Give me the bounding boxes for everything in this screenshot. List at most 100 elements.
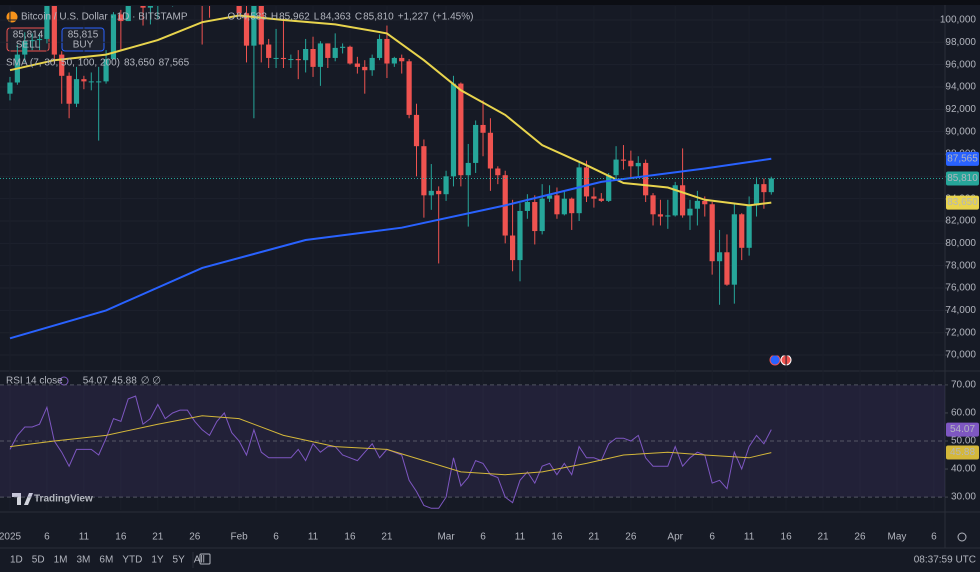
y-tick-label: 72,000 xyxy=(945,327,976,338)
range-button[interactable]: 1M xyxy=(54,555,68,566)
candle-body xyxy=(325,43,331,58)
candle-body xyxy=(465,162,471,176)
candle-body xyxy=(450,83,457,177)
rsi-label: RSI 14 close xyxy=(6,376,63,387)
range-button[interactable]: 6M xyxy=(99,555,113,566)
settings-icon[interactable] xyxy=(957,532,967,542)
candle-body xyxy=(546,195,553,199)
candle-body xyxy=(51,6,57,55)
candle-body xyxy=(243,13,250,46)
y-tick-label: 60.00 xyxy=(951,408,976,419)
rsi-ma-value: 45.88 xyxy=(112,376,137,387)
y-tick-label: 90,000 xyxy=(945,126,976,137)
buy-button[interactable] xyxy=(61,27,105,52)
candle-body xyxy=(29,40,35,42)
candle-body xyxy=(362,66,368,71)
candle-body xyxy=(303,49,309,61)
indicator-value: 87,565 xyxy=(159,58,190,69)
indicator-value: 83,650 xyxy=(124,58,155,69)
y-tick-label: 98,000 xyxy=(945,37,976,48)
buy-price: 85,815 xyxy=(68,30,99,41)
candle-body xyxy=(280,57,287,60)
candle-body xyxy=(236,6,242,14)
candle-body xyxy=(421,146,427,196)
candle-body xyxy=(473,124,479,163)
y-tick-label: 94,000 xyxy=(945,82,976,93)
price-tag xyxy=(946,445,979,460)
candle-body xyxy=(480,124,486,133)
y-tick-label: 40.00 xyxy=(951,464,976,475)
candle-body xyxy=(458,83,464,176)
ohlc-value: 84,583 xyxy=(236,12,267,23)
candle-body xyxy=(694,200,700,209)
candle-body xyxy=(266,44,272,58)
x-tick-label: 11 xyxy=(79,532,90,543)
candle-body xyxy=(347,46,353,64)
y-tick-label: 74,000 xyxy=(945,305,976,316)
candle-body xyxy=(517,210,523,261)
candle-body xyxy=(295,59,301,61)
symbol-title: Bitcoin / U.S. Dollar · 1D · BITSTAMP xyxy=(21,12,188,23)
price-tag xyxy=(946,151,979,166)
line-series xyxy=(9,415,772,476)
candle-body xyxy=(391,57,397,64)
range-button[interactable]: 1D xyxy=(10,555,23,566)
y-tick-label: 70,000 xyxy=(945,350,976,361)
event-icon[interactable] xyxy=(769,354,781,366)
candle-body xyxy=(576,167,582,214)
sell-label: SELL xyxy=(16,40,41,51)
ohlc-key: C xyxy=(355,12,362,23)
candle-body xyxy=(650,195,656,215)
x-tick-label: 6 xyxy=(44,532,50,543)
bitcoin-icon xyxy=(6,11,18,23)
candle-body xyxy=(339,46,346,48)
candle-body xyxy=(81,79,87,82)
calendar-icon[interactable] xyxy=(199,553,211,565)
range-button[interactable]: 5D xyxy=(32,555,45,566)
candle-body xyxy=(44,6,50,39)
x-tick-label: 6 xyxy=(273,532,279,543)
x-tick-label: 21 xyxy=(817,532,829,543)
x-tick-label: 11 xyxy=(744,532,755,543)
candle-body xyxy=(509,235,516,261)
candle-body xyxy=(258,6,264,45)
range-button[interactable]: 3M xyxy=(77,555,91,566)
candle-body xyxy=(709,204,715,262)
candle-body xyxy=(665,215,671,217)
candle-body xyxy=(657,214,664,217)
change-pct: (+1.45%) xyxy=(433,12,474,23)
x-tick-label: 6 xyxy=(931,532,937,543)
range-button[interactable]: All xyxy=(194,555,205,566)
price-tag-label: 85,810 xyxy=(947,173,978,184)
y-tick-label: 92,000 xyxy=(945,104,976,115)
range-button[interactable]: YTD xyxy=(122,555,142,566)
range-button[interactable]: 1Y xyxy=(151,555,164,566)
x-tick-label: 26 xyxy=(854,532,866,543)
line-series xyxy=(9,14,772,207)
candle-body xyxy=(569,198,575,214)
candle-body xyxy=(273,57,279,59)
x-tick-label: 16 xyxy=(551,532,563,543)
candle-body xyxy=(539,198,545,232)
candle-body xyxy=(428,190,434,196)
x-tick-label: 26 xyxy=(625,532,637,543)
ohlc-key: O xyxy=(228,12,236,23)
y-tick-label: 76,000 xyxy=(945,283,976,294)
x-tick-label: 11 xyxy=(308,532,319,543)
y-tick-label: 70.00 xyxy=(951,380,976,391)
tradingview-logo xyxy=(8,493,33,505)
candle-body xyxy=(716,252,723,262)
clock: 08:37:59 UTC xyxy=(914,555,976,566)
rsi-lines xyxy=(9,395,772,509)
candle-body xyxy=(317,43,324,67)
candle-body xyxy=(140,6,146,8)
candle-body xyxy=(384,38,390,64)
price-tag xyxy=(946,422,979,437)
price-tag xyxy=(946,195,979,210)
candle-body xyxy=(487,132,494,169)
range-button[interactable]: 5Y xyxy=(173,555,186,566)
candle-body xyxy=(561,198,567,215)
candle-body xyxy=(36,38,43,41)
y-tick-label: 30.00 xyxy=(951,492,976,503)
